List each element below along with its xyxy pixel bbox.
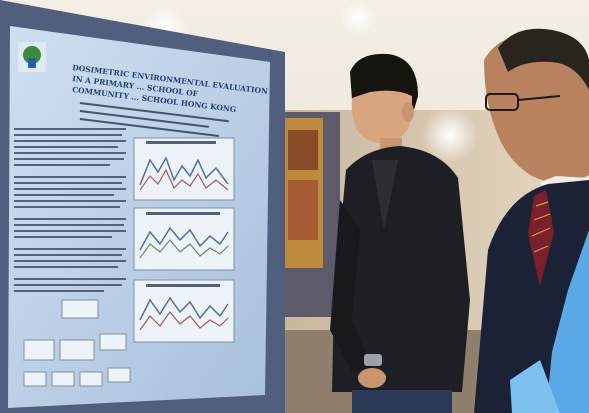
poster-body-text	[14, 128, 126, 292]
poster-chart-2	[133, 207, 235, 271]
poster-chart-3	[133, 279, 235, 343]
lanyard	[546, 230, 589, 413]
person-older-man	[474, 28, 589, 413]
poster-authors	[79, 102, 229, 138]
person-young-man	[330, 53, 470, 413]
poster-chart-1	[133, 137, 235, 201]
poster-logo-icon	[18, 42, 46, 72]
ceiling-light	[340, 0, 376, 36]
glasses-icon	[485, 93, 561, 111]
ceiling-light	[422, 107, 478, 163]
poster-flowchart	[23, 299, 131, 387]
